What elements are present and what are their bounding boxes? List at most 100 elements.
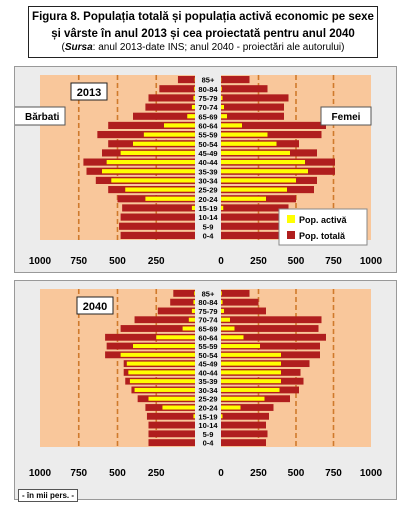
legend-swatch-active [287, 215, 295, 223]
bar-men-active [148, 396, 195, 401]
bar-women-active [221, 396, 265, 401]
bar-women-active [221, 159, 305, 165]
figure-title-box: Figura 8. Populația totală și populația … [28, 6, 378, 58]
bar-women-active [221, 308, 224, 313]
pyramid-2040-chart: 85+80-8475-7970-7465-6960-6455-5950-5445… [29, 289, 383, 479]
bar-men-active [120, 352, 195, 357]
age-group-label: 50-54 [198, 140, 218, 149]
bar-women-active [221, 169, 308, 174]
bar-women-active [221, 414, 223, 419]
bar-women-active [221, 150, 290, 156]
age-group-label: 80-84 [198, 298, 218, 307]
bar-men-total [120, 231, 195, 239]
bar-women-active [221, 86, 222, 91]
bar-men-active [191, 104, 195, 110]
bar-women-active [221, 95, 223, 101]
age-group-label: 40-44 [198, 368, 218, 377]
bar-men-total [146, 412, 195, 420]
bar-men-total [122, 204, 195, 212]
bar-women-active [221, 132, 268, 137]
bar-women-total [221, 112, 284, 120]
age-group-label: 65-69 [198, 112, 217, 121]
bar-men-active [111, 178, 195, 183]
x-tick-label: 500 [288, 256, 305, 267]
age-group-label: 5-9 [203, 430, 214, 439]
figure-source: (Sursa: anul 2013-date INS; anul 2040 - … [61, 42, 345, 53]
bar-men-active [133, 141, 195, 146]
bar-men-total [134, 316, 195, 324]
year-label: 2013 [77, 87, 101, 99]
unit-note: - în mii pers. - [18, 489, 79, 502]
bar-women-active [221, 317, 230, 322]
bar-women-active [221, 205, 224, 211]
x-tick-label: 0 [218, 468, 224, 479]
bar-men-active [145, 196, 195, 201]
age-group-label: 85+ [202, 289, 215, 298]
bar-women-total [221, 333, 326, 341]
x-tick-label: 1000 [360, 468, 383, 479]
women-label: Femei [332, 112, 361, 123]
age-group-label: 75-79 [198, 94, 217, 103]
bar-women-total [221, 412, 269, 420]
bar-women-total [221, 85, 268, 93]
x-tick-label: 750 [325, 468, 342, 479]
age-group-label: 60-64 [198, 333, 218, 342]
age-group-label: 65-69 [198, 325, 217, 334]
bar-women-active [221, 335, 244, 340]
age-group-label: 25-29 [198, 186, 217, 195]
bar-women-total [221, 131, 322, 139]
x-tick-label: 250 [148, 468, 165, 479]
age-group-label: 0-4 [203, 439, 215, 448]
bar-men-active [128, 370, 195, 375]
bar-men-total [120, 325, 195, 332]
pyramid-2040-panel: 85+ 80-84 75-79 70-74 65-69 60-64 55-59 50-54 45… [14, 280, 397, 500]
bar-men-total [108, 121, 195, 129]
bar-women-active [221, 405, 241, 410]
bar-women-total [221, 421, 266, 429]
age-group-label: 60-64 [198, 121, 218, 130]
bar-men-total [177, 76, 195, 84]
bar-men-total [105, 333, 195, 341]
figure-title-line2: și vârste în anul 2013 și cea proiectată… [51, 28, 355, 40]
bar-women-active [221, 361, 281, 366]
legend-swatch-total [287, 231, 295, 239]
bar-women-active [221, 187, 287, 192]
age-group-label: 20-24 [198, 404, 218, 413]
bar-men-active [126, 361, 195, 366]
bar-men-active [193, 414, 195, 419]
bar-men-active [194, 86, 195, 91]
bar-men-active [143, 132, 195, 137]
x-tick-label: 750 [70, 256, 87, 267]
bar-women-total [221, 404, 274, 411]
figure-title-line1: Figura 8. Populația totală și populația … [32, 11, 374, 23]
age-group-label: 85+ [202, 76, 215, 85]
age-group-label: 40-44 [198, 158, 218, 167]
age-group-label: 75-79 [198, 307, 217, 316]
age-group-label: 50-54 [198, 351, 218, 360]
bar-men-active [193, 95, 195, 101]
bar-men-total [148, 94, 195, 102]
x-tick-label: 1000 [29, 256, 52, 267]
source-label: Sursa [64, 42, 93, 53]
source-text: : anul 2013-date INS; anul 2040 - proiec… [92, 42, 345, 53]
bar-men-active [182, 326, 195, 331]
x-tick-label: 1000 [29, 468, 52, 479]
bar-men-active [120, 150, 195, 156]
x-tick-label: 250 [148, 256, 165, 267]
bar-women-total [221, 316, 322, 324]
bar-women-active [221, 104, 224, 110]
bar-men-active [187, 114, 195, 119]
x-tick-label: 0 [218, 256, 224, 267]
pyramid-2013-panel: 85+ 80-84 75-79 70-74 65-69 60-64 55-59 50-54 45… [14, 66, 397, 273]
bar-women-active [221, 141, 277, 146]
bar-women-active [221, 196, 266, 201]
bar-men-total [170, 298, 195, 306]
pyramid-2013-chart: 85+80-8475-7970-7465-6960-6455-5950-5445… [15, 75, 383, 267]
bar-men-total [173, 289, 195, 297]
bar-men-total [133, 112, 195, 120]
bar-men-total [119, 222, 195, 230]
age-group-label: 15-19 [198, 412, 217, 421]
bar-women-total [221, 430, 268, 438]
bar-men-active [162, 405, 195, 410]
age-group-label: 0-4 [203, 231, 215, 240]
